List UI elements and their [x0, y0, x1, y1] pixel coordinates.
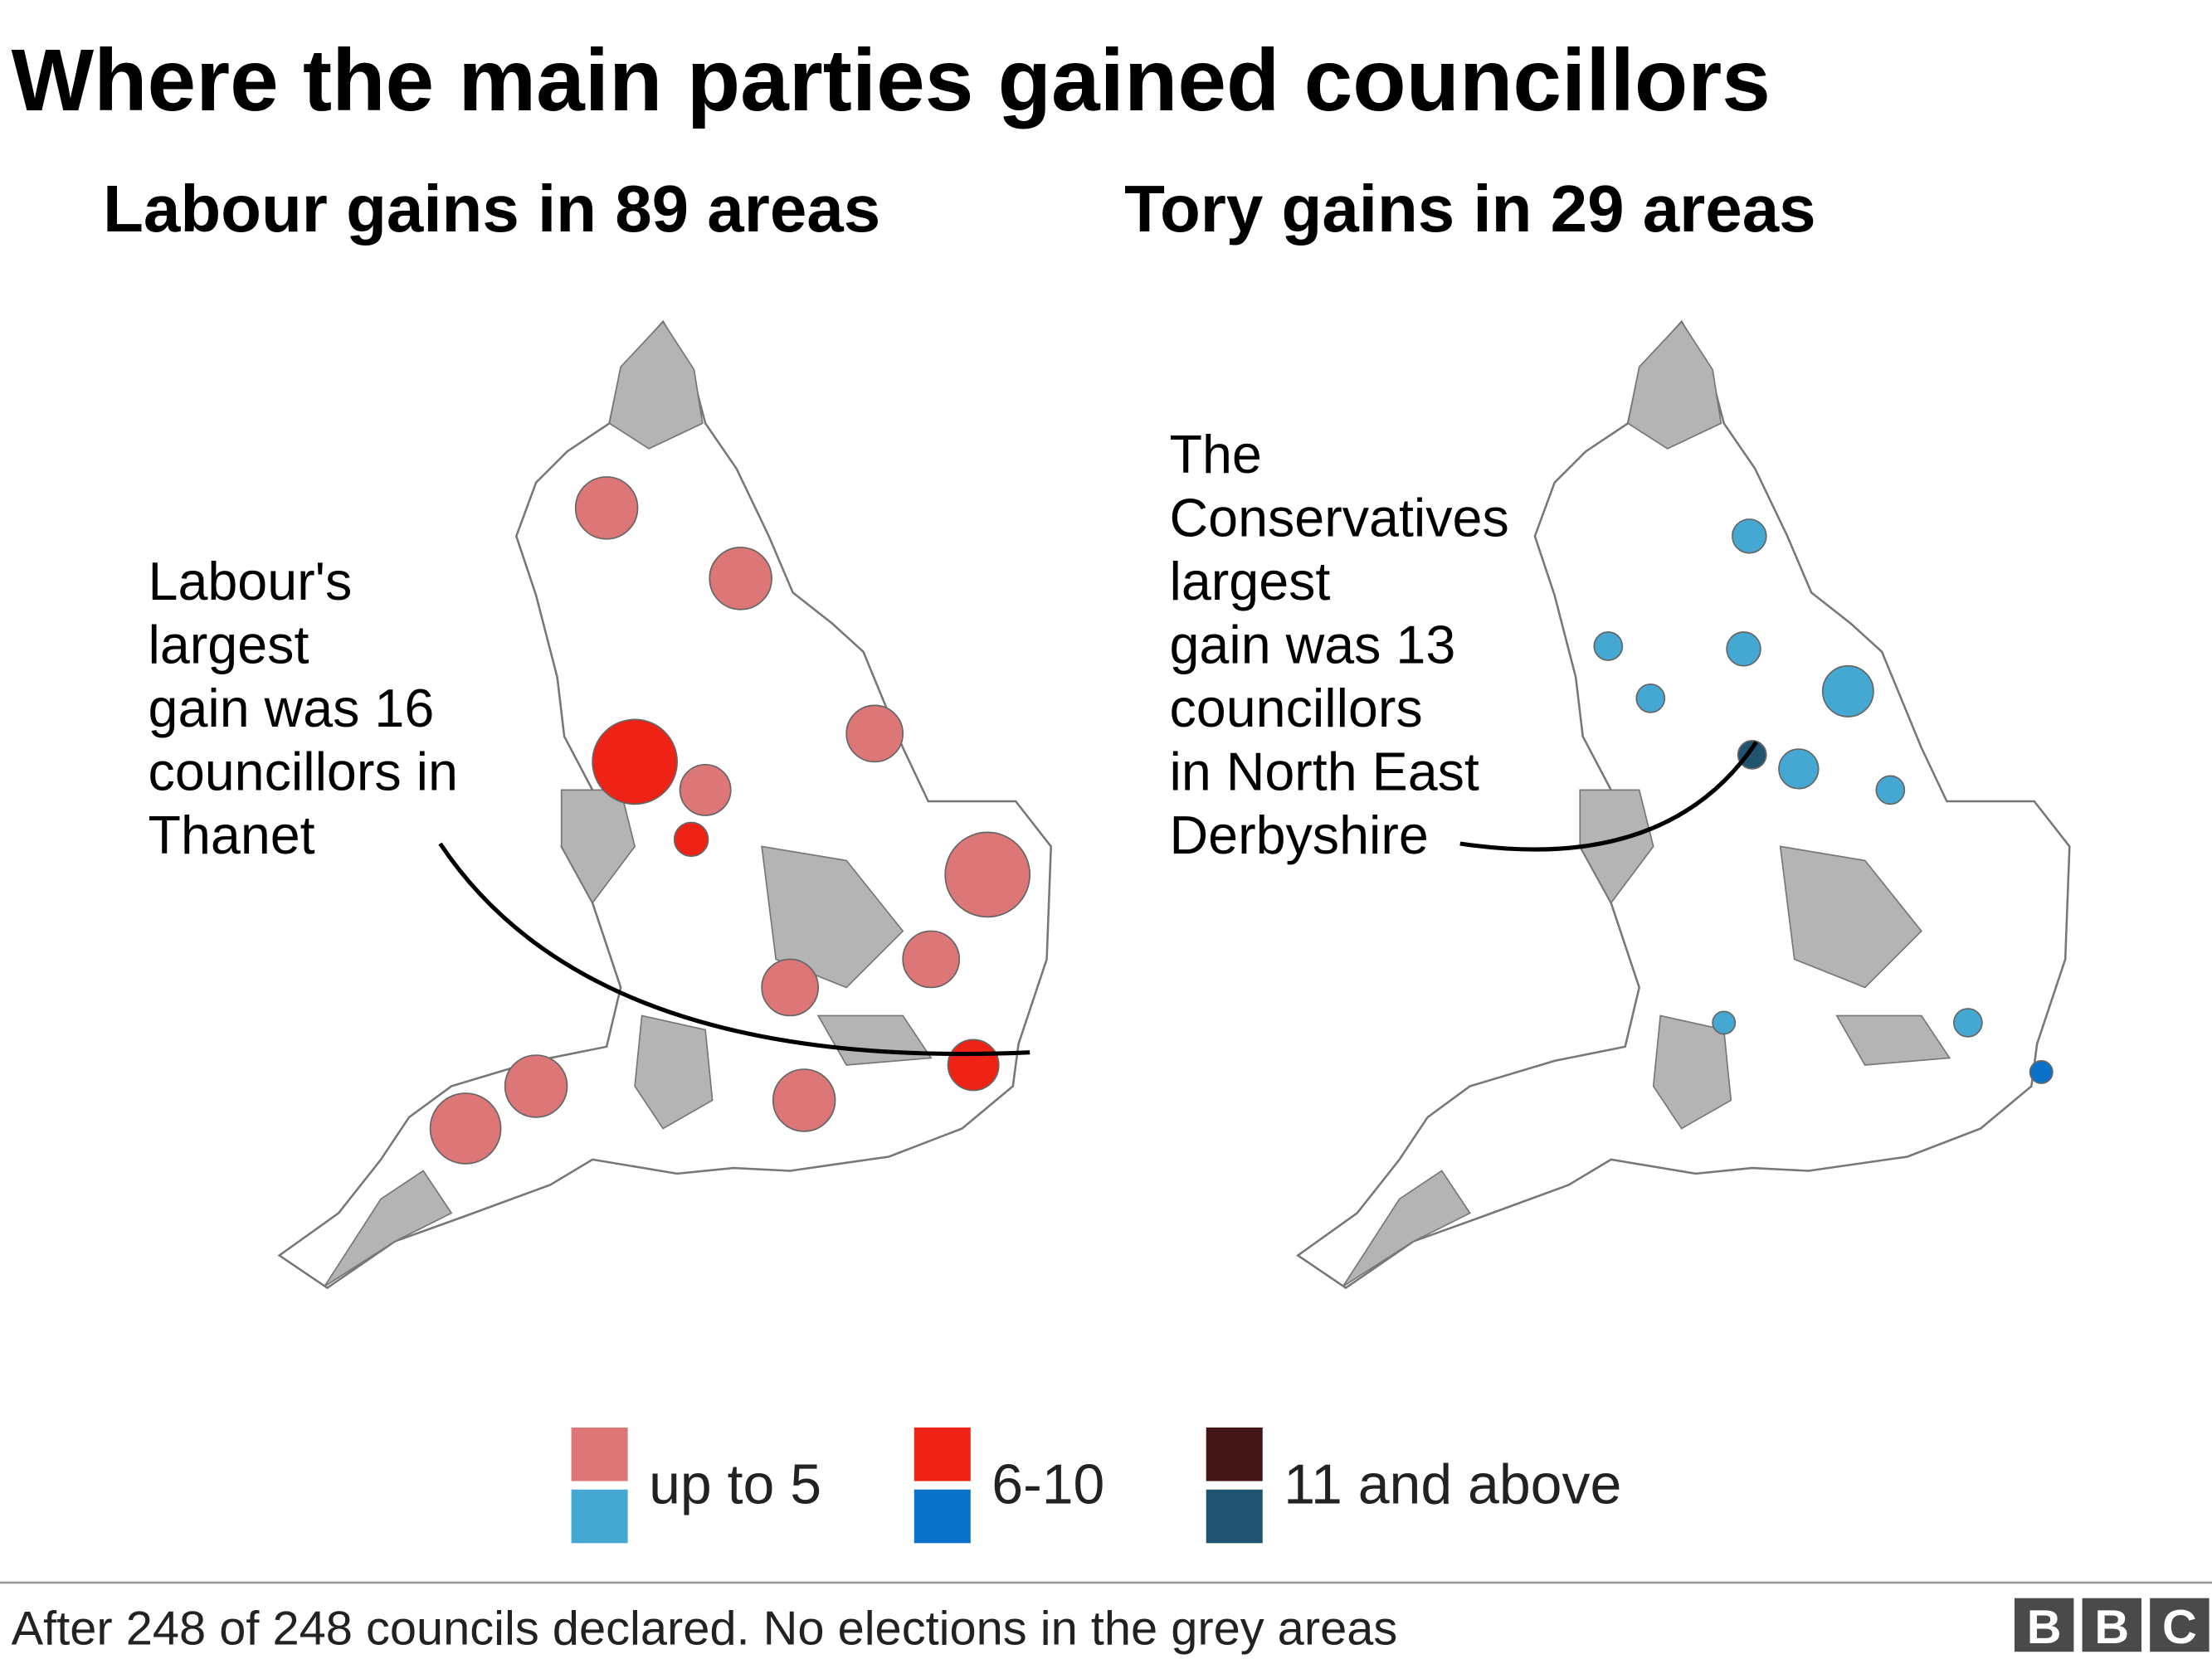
gain-area: [592, 718, 678, 805]
annotation-line: largest: [149, 615, 309, 674]
gain-area: [1953, 1008, 1983, 1038]
legend-swatch: [1206, 1489, 1263, 1544]
footer-note: After 248 of 248 councils declared. No e…: [12, 1603, 1398, 1656]
gain-area: [679, 763, 732, 816]
gain-area: [1635, 684, 1666, 713]
no-election-area: [1627, 320, 1722, 450]
gain-area: [902, 930, 961, 989]
logo-block: [2014, 1598, 2074, 1652]
annotation-line: Labour's: [149, 552, 353, 611]
annotation-arrow: [438, 842, 1030, 1057]
legend-label: 11 and above: [1284, 1453, 1621, 1516]
annotation-line: Derbyshire: [1170, 805, 1429, 865]
annotation-line: largest: [1170, 552, 1331, 611]
legend-swatch: [1206, 1427, 1263, 1481]
gain-area: [1737, 740, 1767, 770]
gain-area: [709, 547, 772, 611]
gain-area: [761, 958, 819, 1017]
gain-area: [944, 831, 1031, 918]
subtitle: Tory gains in 29 areas: [1124, 172, 1815, 246]
gain-area: [1821, 664, 1874, 718]
gain-area: [429, 1092, 502, 1165]
gain-area: [2029, 1059, 2054, 1084]
gain-area: [673, 821, 709, 858]
logo-letter: C: [2162, 1601, 2197, 1654]
annotation-line: Conservatives: [1170, 488, 1509, 547]
gain-area: [1875, 775, 1906, 805]
annotation-arrow: [1459, 741, 1758, 852]
legend: up to 5 6-10 11 and above: [571, 1427, 1621, 1544]
legend-label: up to 5: [649, 1453, 821, 1516]
subtitle: Labour gains in 89 areas: [103, 172, 880, 246]
no-election-area: [608, 320, 704, 450]
legend-swatch: [914, 1427, 971, 1481]
england-outline: [277, 319, 1052, 1290]
no-election-area: [1579, 789, 1654, 904]
logo-block: [2082, 1598, 2141, 1652]
title: Where the main parties gained councillor…: [12, 32, 1771, 129]
annotation-line: councillors in: [149, 742, 458, 801]
gain-area: [504, 1054, 568, 1118]
annotation-line: gain was 16: [149, 679, 435, 738]
gain-area: [1712, 1010, 1737, 1035]
no-election-area: [1342, 1170, 1471, 1287]
logo-letter: B: [2094, 1601, 2129, 1654]
annotation-line: Thanet: [149, 805, 315, 865]
legend-label: 6-10: [992, 1453, 1104, 1516]
gain-area: [772, 1068, 836, 1132]
legend-swatch: [914, 1489, 971, 1544]
annotation-line: councillors: [1170, 679, 1423, 738]
logo-letter: B: [2027, 1601, 2062, 1654]
gain-area: [947, 1039, 1000, 1092]
legend-swatch: [571, 1489, 628, 1544]
annotation-line: The: [1170, 425, 1262, 484]
annotation-line: gain was 13: [1170, 615, 1456, 674]
gain-area: [574, 476, 639, 540]
no-election-area: [761, 845, 904, 989]
logo-block: [2150, 1598, 2210, 1652]
gain-area: [1732, 518, 1767, 554]
legend-swatch: [571, 1427, 628, 1481]
gain-area: [1726, 631, 1761, 667]
no-election-area: [1835, 1014, 1951, 1066]
no-election-area: [324, 1170, 453, 1287]
gain-area: [845, 704, 904, 763]
no-election-area: [634, 1014, 714, 1130]
gain-area: [1593, 631, 1624, 661]
annotation-line: in North East: [1170, 742, 1479, 801]
gain-area: [1778, 748, 1820, 790]
no-election-area: [1779, 845, 1922, 989]
